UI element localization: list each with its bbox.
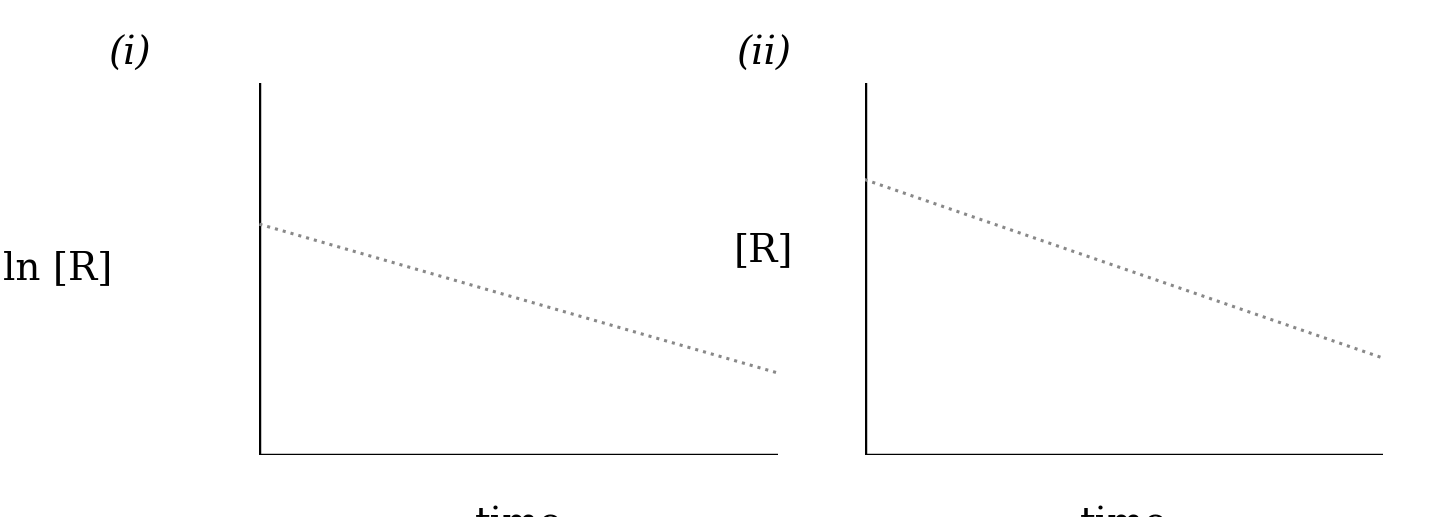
Text: time: time — [1081, 507, 1167, 517]
Text: ln [R]: ln [R] — [3, 250, 112, 287]
Text: (i): (i) — [108, 35, 151, 72]
Text: (ii): (ii) — [736, 35, 791, 72]
Text: [R]: [R] — [733, 232, 794, 269]
Text: time: time — [476, 507, 562, 517]
